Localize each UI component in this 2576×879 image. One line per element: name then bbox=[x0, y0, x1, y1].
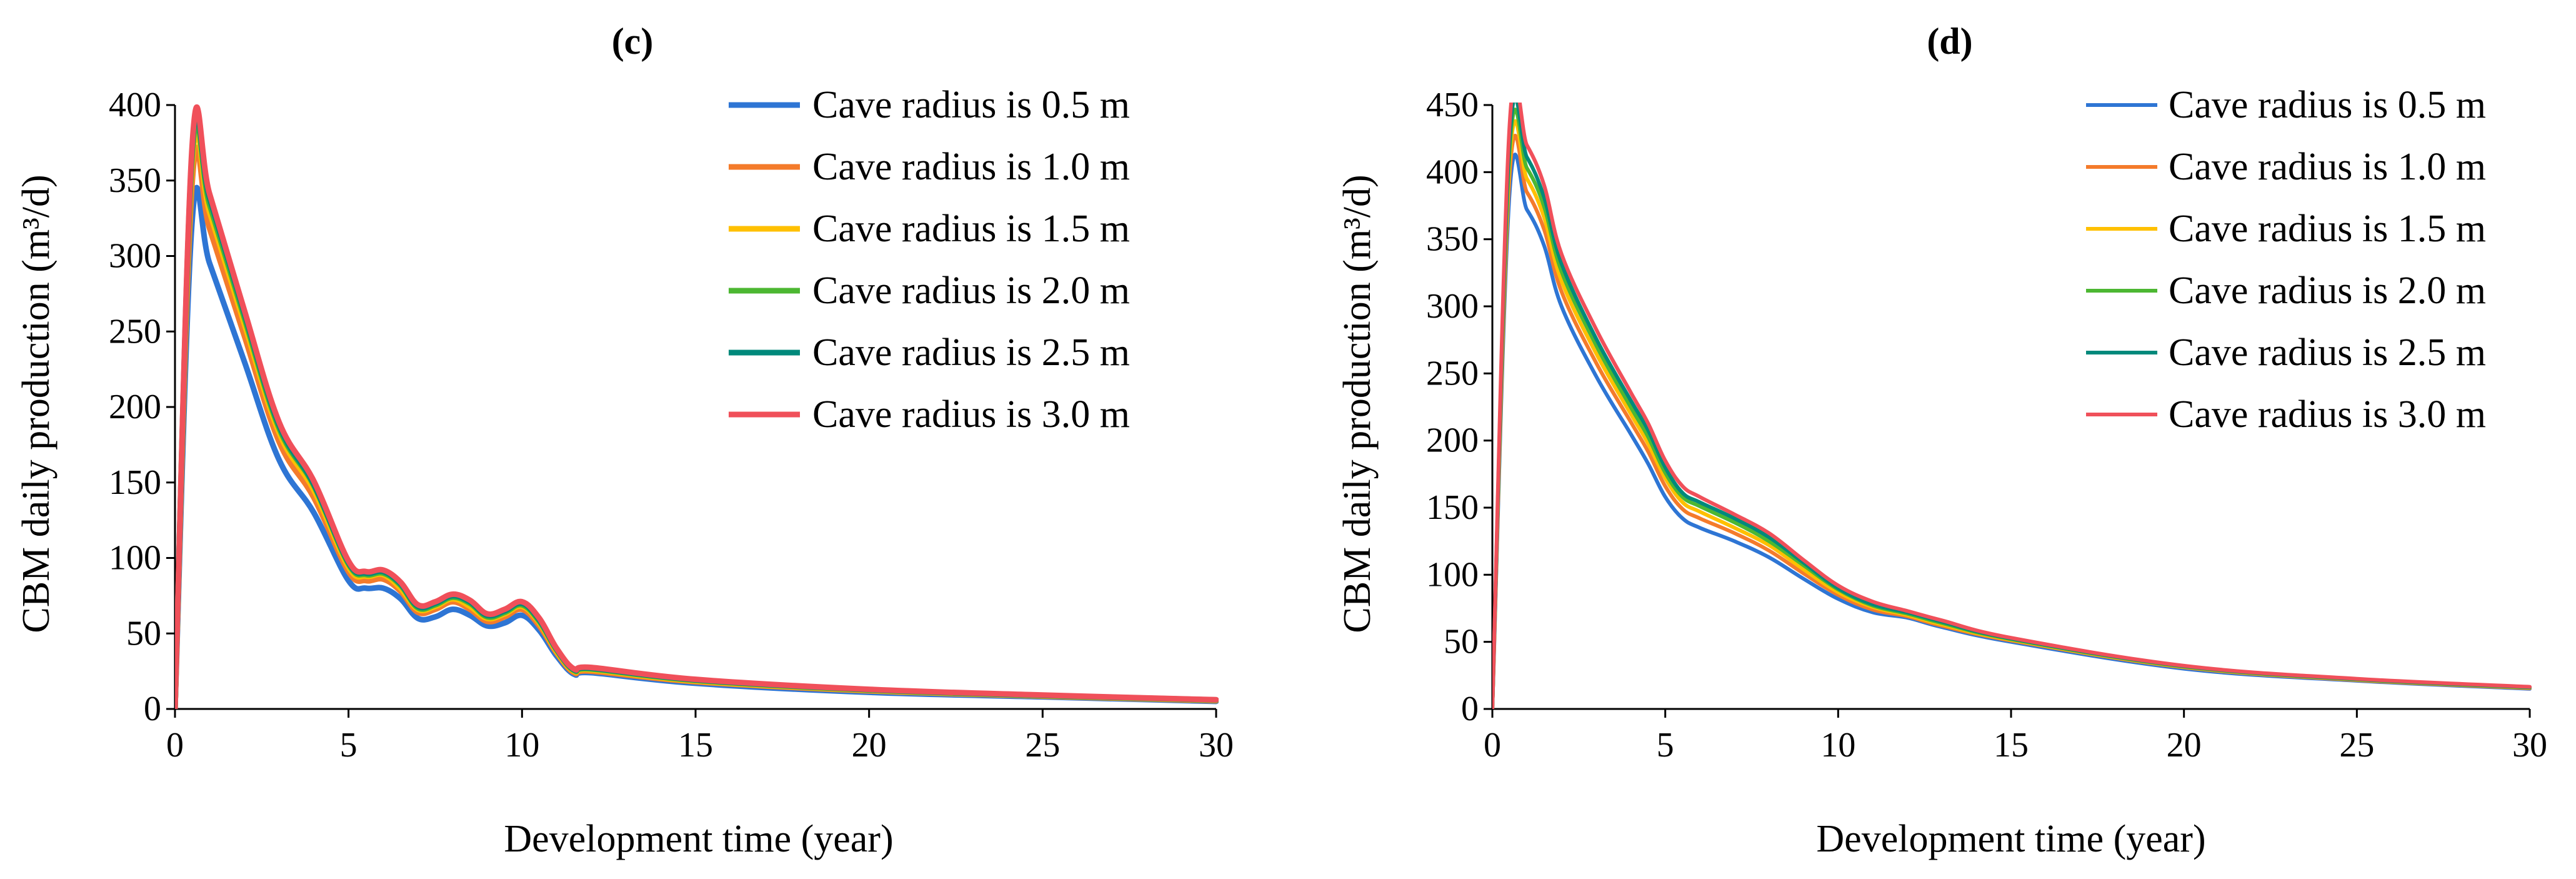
chart-c-legend-label-2: Cave radius is 1.0 m bbox=[812, 146, 1130, 188]
chart-d-x-axis-title: Development time (year) bbox=[1816, 818, 2205, 860]
chart-c-y-tick-label: 50 bbox=[126, 614, 161, 653]
chart-d-y-tick-label: 50 bbox=[1444, 623, 1479, 661]
chart-d-y-tick-label: 250 bbox=[1426, 354, 1479, 393]
chart-c-y-tick-label: 300 bbox=[109, 237, 161, 276]
chart-d-legend-label-3: Cave radius is 1.5 m bbox=[2169, 208, 2486, 250]
chart-d-y-tick-label: 0 bbox=[1461, 690, 1479, 728]
chart-c-x-tick-label: 0 bbox=[166, 726, 184, 765]
chart-c-x-tick-label: 25 bbox=[1025, 726, 1060, 765]
chart-c-legend-label-1: Cave radius is 0.5 m bbox=[812, 84, 1130, 126]
chart-d-x-tick-label: 20 bbox=[2167, 726, 2202, 765]
chart-c-y-tick-label: 100 bbox=[109, 539, 161, 578]
chart-c-legend-label-4: Cave radius is 2.0 m bbox=[812, 269, 1130, 312]
chart-d-legend-label-1: Cave radius is 0.5 m bbox=[2169, 84, 2486, 126]
chart-d-x-tick-label: 15 bbox=[1994, 726, 2029, 765]
chart-c-x-tick-label: 30 bbox=[1199, 726, 1234, 765]
chart-d-legend-label-2: Cave radius is 1.0 m bbox=[2169, 146, 2486, 188]
chart-d-legend-label-4: Cave radius is 2.0 m bbox=[2169, 269, 2486, 312]
chart-d-x-tick-label: 25 bbox=[2339, 726, 2374, 765]
chart-d-y-tick-label: 350 bbox=[1426, 220, 1479, 259]
chart-d-panel-label: (d) bbox=[1927, 21, 1972, 62]
chart-c-y-tick-label: 150 bbox=[109, 463, 161, 502]
chart-panel-d: (d) 0 50 100 150 200 250 300 350 400 450 0 5 10 15 20 25… bbox=[1301, 0, 2576, 879]
chart-c-y-tick-label: 250 bbox=[109, 312, 161, 351]
chart-c-y-axis-title: CBM daily production (m³/d) bbox=[15, 174, 57, 633]
chart-d-y-tick-label: 150 bbox=[1426, 488, 1479, 527]
chart-d-x-tick-label: 10 bbox=[1820, 726, 1855, 765]
chart-d-y-tick-label: 450 bbox=[1426, 86, 1479, 124]
chart-c-svg: (c) 0 50 100 150 200 250 300 350 400 0 5 10 15 20 25 30 D… bbox=[15, 21, 1234, 860]
chart-c-series-group bbox=[175, 104, 1219, 709]
chart-c-y-tick-label: 0 bbox=[144, 690, 161, 728]
chart-c-legend-label-3: Cave radius is 1.5 m bbox=[812, 208, 1130, 250]
chart-c-panel-label: (c) bbox=[612, 21, 654, 62]
chart-d-series-line-6 bbox=[1492, 103, 2532, 709]
chart-d-svg: (d) 0 50 100 150 200 250 300 350 400 450 0 5 10 15 20 25… bbox=[1336, 21, 2547, 860]
chart-d-y-axis-title: CBM daily production (m³/d) bbox=[1336, 174, 1379, 633]
chart-d-x-tick-label: 30 bbox=[2512, 726, 2547, 765]
chart-c-x-tick-label: 10 bbox=[504, 726, 539, 765]
chart-d-y-tick-label: 100 bbox=[1426, 555, 1479, 594]
chart-c-series-line-6 bbox=[175, 104, 1219, 709]
chart-c-legend-label-5: Cave radius is 2.5 m bbox=[812, 331, 1130, 374]
chart-c-x-tick-label: 5 bbox=[340, 726, 357, 765]
chart-d-y-tick-label: 200 bbox=[1426, 421, 1479, 460]
chart-c-y-tick-label: 200 bbox=[109, 388, 161, 426]
chart-d-x-tick-label: 0 bbox=[1484, 726, 1501, 765]
chart-panel-c: (c) 0 50 100 150 200 250 300 350 400 0 5 10 15 20 25 30 D… bbox=[0, 0, 1275, 879]
chart-d-legend-label-5: Cave radius is 2.5 m bbox=[2169, 331, 2486, 374]
chart-d-x-tick-label: 5 bbox=[1657, 726, 1674, 765]
chart-c-x-tick-label: 20 bbox=[852, 726, 887, 765]
chart-d-series-group bbox=[1492, 103, 2532, 709]
chart-c-series-line-1 bbox=[175, 184, 1219, 709]
chart-d-y-tick-label: 400 bbox=[1426, 153, 1479, 191]
chart-c-legend-label-6: Cave radius is 3.0 m bbox=[812, 393, 1130, 436]
chart-d-y-tick-label: 300 bbox=[1426, 287, 1479, 326]
chart-d-legend-label-6: Cave radius is 3.0 m bbox=[2169, 393, 2486, 436]
chart-c-x-axis-title: Development time (year) bbox=[504, 818, 893, 860]
chart-c-y-tick-label: 400 bbox=[109, 86, 161, 124]
chart-c-x-tick-label: 15 bbox=[678, 726, 713, 765]
chart-c-y-tick-label: 350 bbox=[109, 161, 161, 200]
